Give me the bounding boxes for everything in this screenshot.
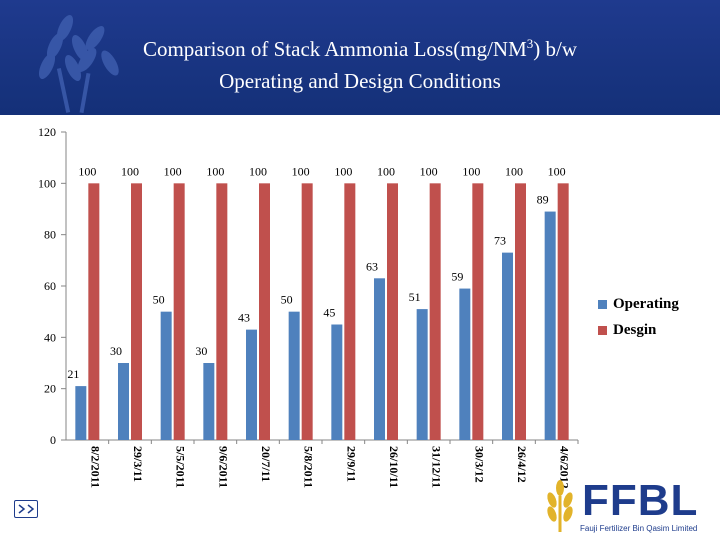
data-label-design: 100 — [420, 164, 438, 178]
bar-operating — [288, 311, 300, 440]
data-label-design: 100 — [164, 164, 182, 178]
slide-nav-icon[interactable] — [14, 500, 38, 518]
bar-design — [301, 183, 313, 440]
header-banner: Comparison of Stack Ammonia Loss(mg/NM3)… — [0, 0, 720, 115]
bar-chart: 0 20 40 60 80 100 120 21 100 30 100 50 100 30 100 43 10… — [38, 125, 579, 489]
legend: Operating Desgin — [598, 291, 679, 343]
data-label-operating: 50 — [281, 293, 293, 307]
data-label-operating: 45 — [323, 306, 335, 320]
bar-design — [387, 183, 398, 440]
x-category-label: 31/12/11 — [430, 446, 444, 488]
bar-design — [429, 183, 441, 440]
bar-series — [75, 183, 569, 440]
bar-operating — [331, 324, 343, 440]
bar-operating — [118, 363, 129, 440]
data-label-design: 100 — [377, 164, 395, 178]
x-category-label: 5/8/2011 — [302, 446, 316, 488]
y-tick-label: 0 — [50, 433, 56, 447]
data-label-design: 100 — [121, 164, 139, 178]
legend-swatch-design — [598, 325, 607, 335]
x-category-label: 26/10/11 — [387, 446, 401, 488]
data-label-operating: 21 — [67, 367, 79, 381]
bar-design — [131, 183, 142, 440]
bar-design — [344, 183, 356, 440]
bar-operating — [374, 278, 385, 440]
y-tick-label: 80 — [44, 228, 56, 242]
data-label-design: 100 — [206, 164, 224, 178]
bar-design — [216, 183, 228, 440]
bar-design — [259, 183, 270, 440]
bar-operating — [246, 329, 257, 440]
chart-title: Comparison of Stack Ammonia Loss(mg/NM3)… — [0, 28, 720, 97]
bar-design — [515, 183, 526, 440]
x-category-label: 29/3/11 — [131, 446, 145, 482]
data-label-operating: 59 — [451, 270, 463, 284]
data-label-operating: 63 — [366, 259, 378, 273]
legend-swatch-operating — [598, 299, 607, 309]
title-superscript: 3 — [526, 36, 534, 51]
data-label-design: 100 — [249, 164, 267, 178]
data-label-operating: 89 — [537, 193, 549, 207]
wheat-icon — [38, 15, 119, 113]
x-category-label: 5/5/2011 — [174, 446, 188, 488]
data-label-design: 100 — [78, 164, 96, 178]
y-axis-ticks: 0 20 40 60 80 100 120 — [38, 125, 66, 447]
bar-operating — [459, 288, 471, 440]
bar-operating — [502, 252, 513, 440]
x-category-label: 9/6/2011 — [216, 446, 230, 488]
data-label-design: 100 — [505, 164, 523, 178]
x-category-label: 4/6/2012 — [558, 446, 572, 489]
y-tick-label: 20 — [44, 382, 56, 396]
title-line1-post: ) b/w — [533, 37, 578, 61]
legend-item-operating: Operating — [598, 291, 679, 317]
x-category-label: 29/9/11 — [344, 446, 358, 482]
x-category-label: 26/4/12 — [515, 446, 529, 483]
bar-design — [88, 183, 100, 440]
legend-label-design: Desgin — [613, 321, 657, 338]
data-label-operating: 51 — [409, 290, 421, 304]
x-category-label: 30/3/12 — [472, 446, 486, 483]
bar-operating — [160, 311, 172, 440]
bar-design — [173, 183, 185, 440]
data-label-operating: 30 — [110, 344, 122, 358]
bar-operating — [544, 211, 556, 440]
data-label-operating: 30 — [195, 344, 207, 358]
data-label-design: 100 — [334, 164, 352, 178]
y-tick-label: 40 — [44, 330, 56, 344]
y-tick-label: 60 — [44, 279, 56, 293]
data-labels: 21 100 30 100 50 100 30 100 43 100 50 100 45 100 63 100… — [67, 164, 565, 381]
x-category-label: 8/2/2011 — [88, 446, 102, 488]
logo-subtitle: Fauji Fertilizer Bin Qasim Limited — [580, 524, 698, 533]
title-line1-pre: Comparison of Stack Ammonia Loss(mg/NM — [142, 37, 527, 61]
logo-wordmark: FFBL — [582, 476, 699, 525]
bar-design — [472, 183, 484, 440]
data-label-operating: 73 — [494, 234, 506, 248]
data-label-design: 100 — [292, 164, 310, 178]
bar-design — [557, 183, 569, 440]
bar-operating — [75, 386, 87, 440]
logo-wheat-icon — [547, 480, 573, 532]
data-label-operating: 43 — [238, 311, 250, 325]
y-tick-label: 100 — [38, 176, 56, 190]
data-label-design: 100 — [548, 164, 566, 178]
title-line2: Operating and Design Conditions — [219, 69, 501, 93]
legend-item-design: Desgin — [598, 317, 679, 343]
category-labels: 8/2/2011 29/3/11 5/5/2011 9/6/2011 20/7/11 5/… — [88, 440, 579, 489]
bar-operating — [416, 309, 428, 440]
data-label-design: 100 — [462, 164, 480, 178]
x-category-label: 20/7/11 — [259, 446, 273, 482]
legend-label-operating: Operating — [613, 295, 679, 312]
ffbl-logo: FFBL Fauji Fertilizer Bin Qasim Limited — [538, 478, 718, 538]
bar-operating — [203, 363, 215, 440]
y-tick-label: 120 — [38, 125, 56, 139]
data-label-operating: 50 — [153, 293, 165, 307]
